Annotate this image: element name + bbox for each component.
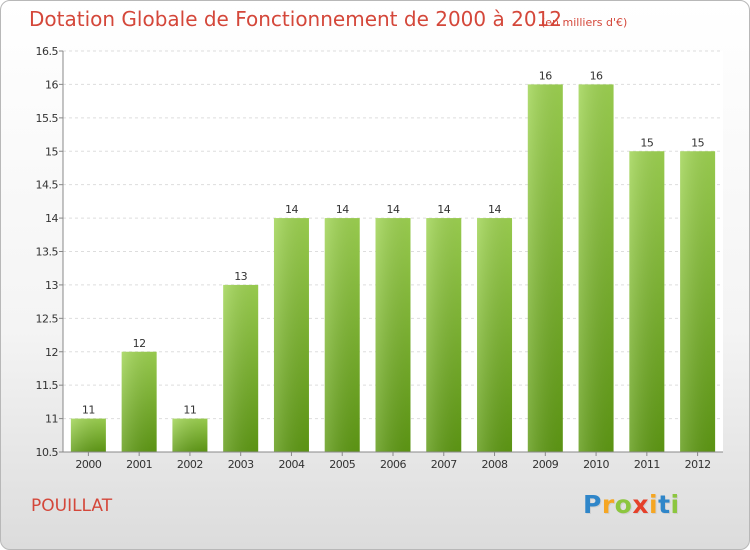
y-tick-label: 16: [45, 78, 58, 91]
bar-2000: [70, 418, 106, 452]
bar-chart: 10.5 11 11.5 12 12.5 13 13.5 14 14.5 15 15.5 16 16.5…: [36, 45, 723, 471]
x-tick-label: 2012: [685, 458, 711, 471]
bar-value-label: 14: [488, 203, 501, 216]
bar-2009: [527, 84, 563, 453]
bar-shade: [324, 218, 360, 452]
bar-value-label: 12: [133, 337, 146, 350]
y-tick-label: 14: [45, 212, 58, 225]
x-tick-label: 2010: [583, 458, 609, 471]
logo-letter: r: [601, 490, 615, 519]
x-axis: 2000 2001 2002 2003 2004 2005 2006 2007 2008 2009…: [63, 451, 723, 471]
bar-shade: [680, 151, 716, 452]
x-tick-label: 2004: [278, 458, 304, 471]
x-tick-label: 2007: [431, 458, 457, 471]
bar-value-label: 15: [691, 136, 704, 149]
logo-letter: i: [670, 490, 680, 519]
y-tick-label: 11.5: [36, 379, 59, 392]
bar-value-label: 16: [590, 69, 603, 82]
bar-shade: [375, 218, 411, 452]
bar-shade: [527, 84, 563, 453]
x-tick-label: 2001: [126, 458, 152, 471]
x-tick-label: 2006: [380, 458, 406, 471]
bar-2004: [273, 218, 309, 452]
y-tick-label: 13.5: [36, 246, 59, 259]
logo-letter: P: [583, 490, 602, 519]
proxiti-logo: Proxiti: [583, 490, 680, 519]
y-tick-label: 12: [45, 346, 58, 359]
x-tick-label: 2011: [634, 458, 660, 471]
bar-shade: [477, 218, 513, 452]
bar-value-label: 14: [437, 203, 450, 216]
logo-letter: t: [658, 490, 671, 519]
bar-shade: [578, 84, 614, 453]
x-tick-label: 2003: [228, 458, 254, 471]
bar-2001: [121, 351, 157, 452]
bar-2012: [680, 151, 716, 452]
y-tick-label: 15: [45, 145, 58, 158]
bar-value-label: 16: [539, 69, 552, 82]
bar-2010: [578, 84, 614, 453]
y-tick-label: 16.5: [36, 45, 59, 58]
bar-value-label: 15: [640, 136, 653, 149]
logo-letter: i: [649, 490, 659, 519]
bar-shade: [70, 418, 106, 452]
bar-2006: [375, 218, 411, 452]
bar-2002: [172, 418, 208, 452]
bar-shade: [121, 351, 157, 452]
bar-shade: [426, 218, 462, 452]
commune-name: POUILLAT: [31, 496, 113, 516]
y-axis: 10.5 11 11.5 12 12.5 13 13.5 14 14.5 15 15.5 16 16.5: [36, 45, 64, 459]
bar-value-label: 11: [183, 404, 196, 417]
y-tick-label: 15.5: [36, 112, 59, 125]
y-tick-label: 13: [45, 279, 58, 292]
chart-subtitle: (en milliers d'€): [541, 16, 628, 29]
x-tick-label: 2008: [482, 458, 508, 471]
x-tick-label: 2000: [75, 458, 101, 471]
bar-shade: [172, 418, 208, 452]
logo-letter: o: [614, 490, 633, 519]
bar-2008: [477, 218, 513, 452]
bar-value-label: 14: [285, 203, 298, 216]
y-tick-label: 10.5: [36, 446, 59, 459]
y-tick-label: 14.5: [36, 179, 59, 192]
x-tick-label: 2002: [177, 458, 203, 471]
bar-value-label: 14: [387, 203, 400, 216]
bar-value-label: 14: [336, 203, 349, 216]
bar-2007: [426, 218, 462, 452]
chart-title: Dotation Globale de Fonctionnement de 20…: [29, 7, 562, 31]
bar-2005: [324, 218, 360, 452]
bar-shade: [273, 218, 309, 452]
x-tick-label: 2009: [532, 458, 558, 471]
bar-value-label: 13: [234, 270, 247, 283]
logo-letter: x: [632, 490, 649, 519]
y-tick-label: 11: [45, 413, 58, 426]
bar-shade: [223, 284, 259, 452]
bar-value-label: 11: [82, 404, 95, 417]
bar-shade: [629, 151, 665, 452]
y-tick-label: 12.5: [36, 312, 59, 325]
bar-2011: [629, 151, 665, 452]
bar-2003: [223, 284, 259, 452]
bars: 11 12 11 13 14 14 14 14 14 16 16 15 15: [70, 69, 716, 453]
x-tick-label: 2005: [329, 458, 355, 471]
